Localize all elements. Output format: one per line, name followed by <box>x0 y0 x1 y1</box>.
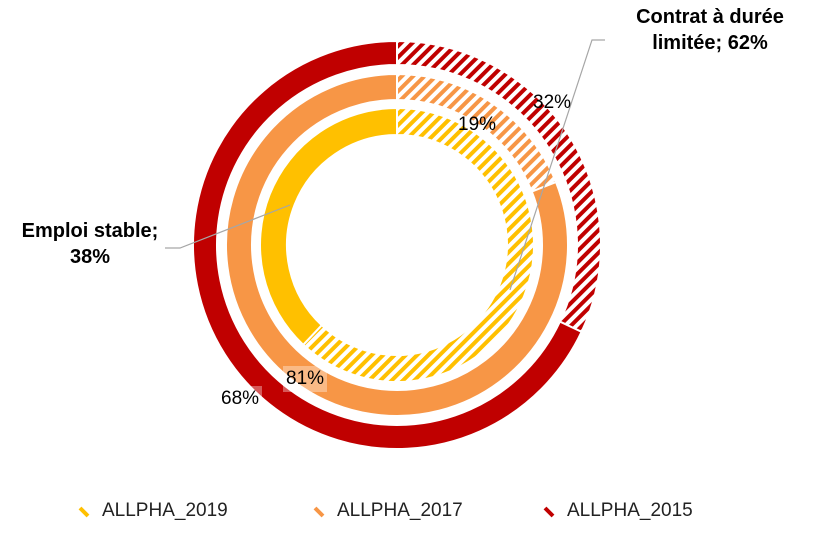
leader-line <box>509 39 605 291</box>
legend-label: ALLPHA_2017 <box>337 500 463 521</box>
data-label: 19% <box>458 114 497 135</box>
legend-marker <box>78 506 90 518</box>
data-label: 81% <box>283 366 328 392</box>
legend-marker <box>313 506 325 518</box>
data-label: Emploi stable; 38% <box>21 220 159 268</box>
data-label: 68% <box>218 386 263 412</box>
donut-segment <box>259 106 398 347</box>
legend-label: ALLPHA_2015 <box>567 500 693 521</box>
donut-segment <box>192 39 583 450</box>
leader-line <box>165 204 291 249</box>
data-label: Contrat à durée limitée; 62% <box>636 6 784 54</box>
donut-segment <box>225 72 569 417</box>
donut-segment <box>301 106 535 383</box>
legend-label: ALLPHA_2019 <box>102 500 228 521</box>
legend-marker <box>543 506 555 518</box>
data-label: 32% <box>533 92 572 113</box>
